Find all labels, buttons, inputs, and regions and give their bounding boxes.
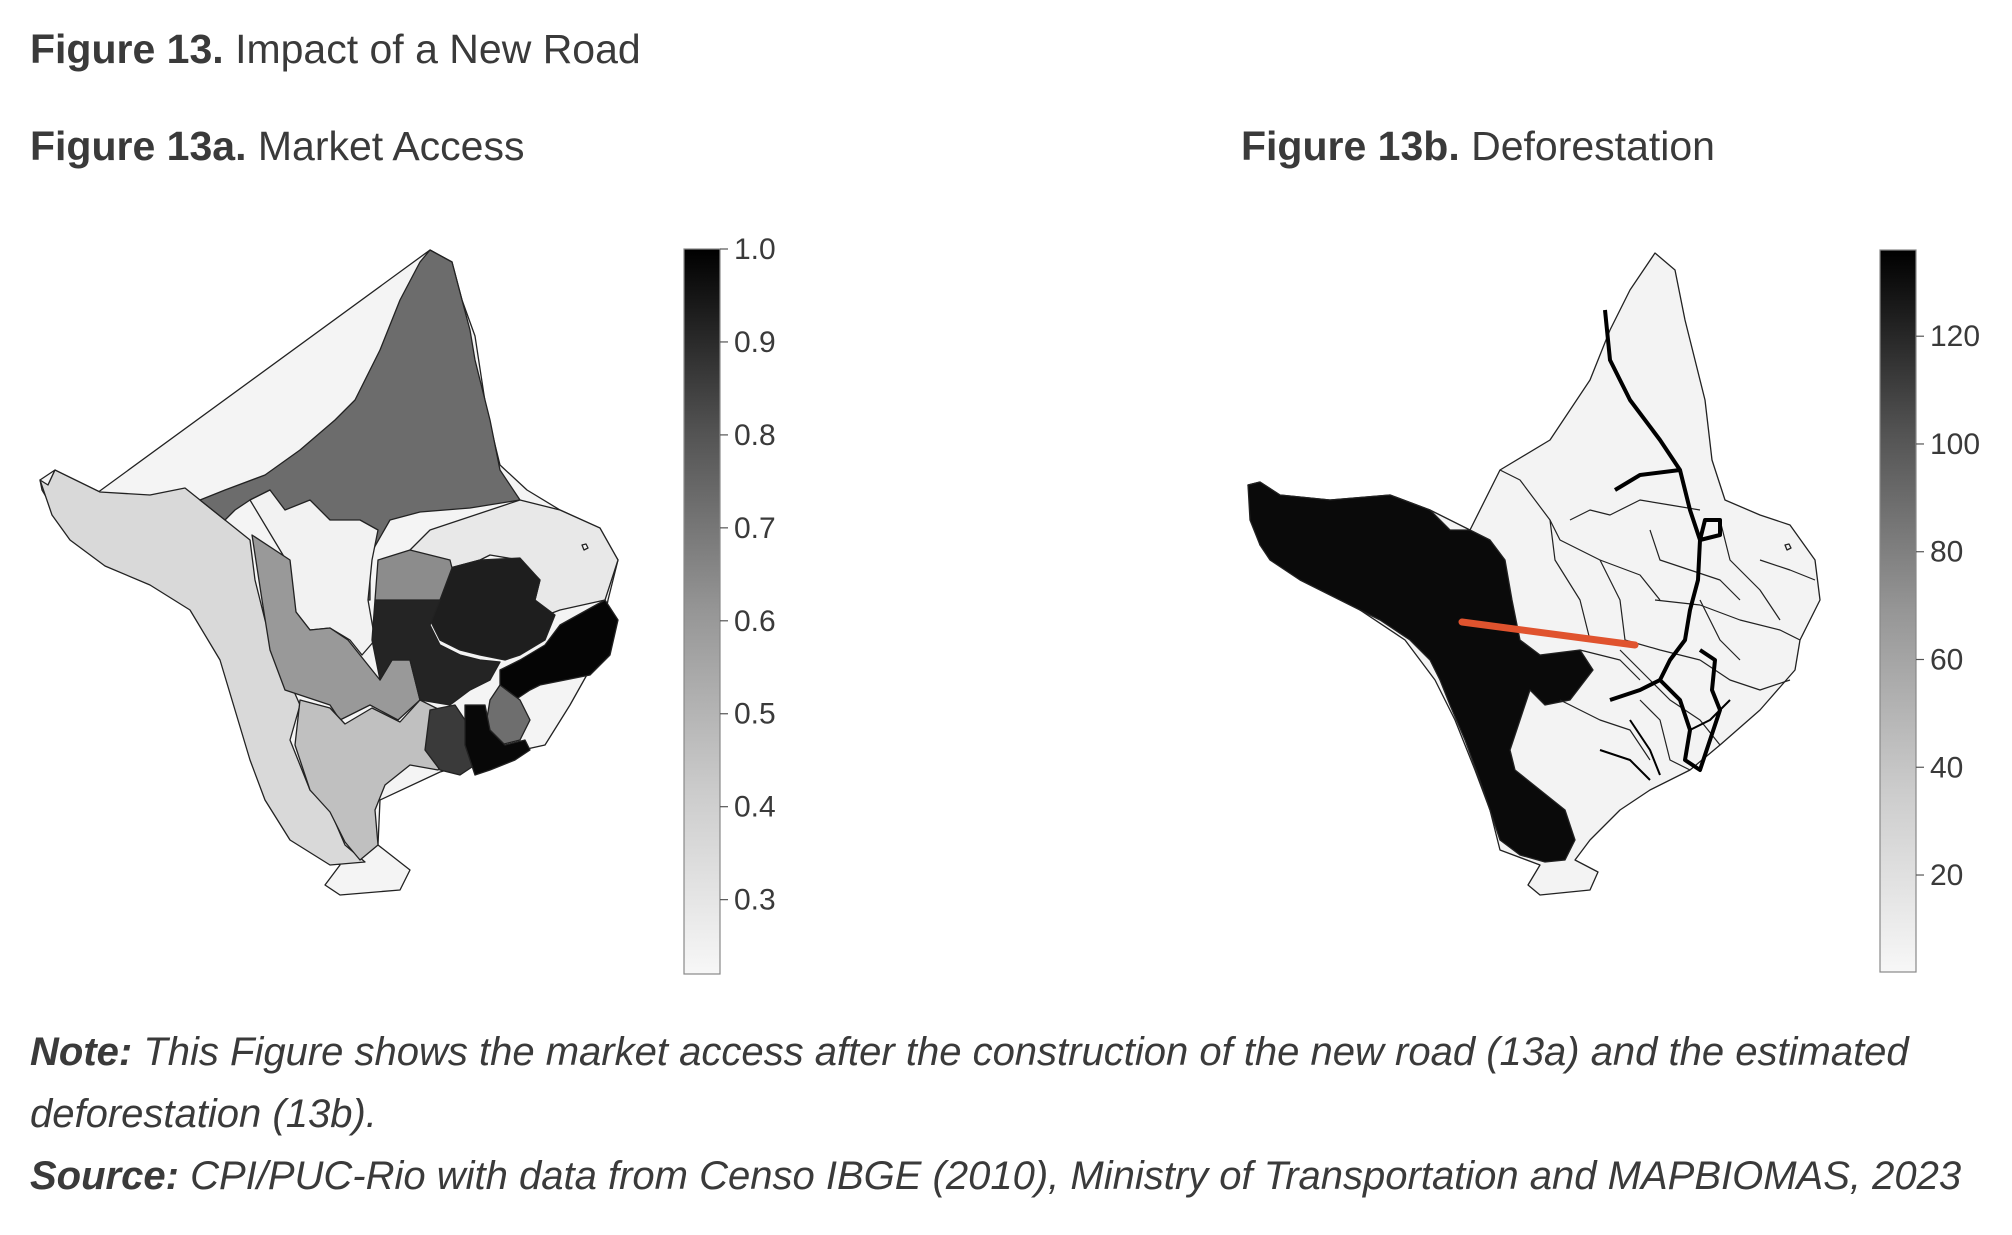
colorbar-a-tick-label: 0.6 bbox=[734, 605, 776, 638]
road-branch-3 bbox=[1609, 678, 1661, 702]
colorbar-b-tick-label: 100 bbox=[1930, 428, 1980, 461]
source-line: Source: CPI/PUC-Rio with data from Censo… bbox=[30, 1154, 1961, 1199]
market-access-map: 0.3 0.4 0.5 0.6 0.7 0.8 0.9 1.0 bbox=[39, 233, 776, 975]
region-black-b bbox=[1247, 481, 1594, 863]
region-black-se bbox=[464, 704, 531, 776]
colorbar-a: 0.3 0.4 0.5 0.6 0.7 0.8 0.9 1.0 bbox=[683, 233, 776, 975]
colorbar-a-ticks: 0.3 0.4 0.5 0.6 0.7 0.8 0.9 1.0 bbox=[720, 233, 776, 917]
figure-title-text: Impact of a New Road bbox=[235, 26, 641, 72]
figure-title: Figure 13. Impact of a New Road bbox=[30, 26, 641, 73]
colorbar-a-tick-label: 0.5 bbox=[734, 698, 776, 731]
source-text: CPI/PUC-Rio with data from Censo IBGE (2… bbox=[190, 1154, 1962, 1198]
colorbar-b-tick-label: 40 bbox=[1930, 751, 1963, 784]
colorbar-b-gradient bbox=[1879, 249, 1917, 973]
island bbox=[581, 543, 589, 551]
new-road-line bbox=[1458, 618, 1639, 649]
region-mid-inner bbox=[374, 549, 453, 601]
road-branch-1 bbox=[1698, 518, 1722, 542]
colorbar-a-tick-label: 0.4 bbox=[734, 791, 776, 824]
note-line-2: deforestation (13b). bbox=[30, 1092, 377, 1137]
note-text-1: This Figure shows the market access afte… bbox=[143, 1030, 1909, 1074]
colorbar-b-tick-label: 60 bbox=[1930, 643, 1963, 676]
island-b bbox=[1784, 543, 1792, 551]
panel-a-number: Figure 13a. bbox=[30, 123, 247, 169]
note-text-2: deforestation (13b). bbox=[30, 1092, 377, 1136]
colorbar-b-tick-label: 20 bbox=[1930, 859, 1963, 892]
colorbar-a-gradient bbox=[683, 248, 721, 975]
note-label: Note: bbox=[30, 1030, 133, 1074]
panel-a-title-text: Market Access bbox=[257, 123, 525, 169]
region-dark-ne bbox=[429, 557, 556, 661]
colorbar-a-tick-label: 1.0 bbox=[734, 233, 776, 266]
road-branch-2 bbox=[1613, 468, 1681, 492]
panel-b-title: Figure 13b. Deforestation bbox=[1241, 123, 1715, 170]
region-dark-center bbox=[371, 599, 501, 706]
figure-number: Figure 13. bbox=[30, 26, 224, 72]
region-mid-east bbox=[484, 684, 531, 746]
region-south bbox=[294, 699, 456, 861]
colorbar-b-tick-label: 80 bbox=[1930, 536, 1963, 569]
colorbar-a-tick-label: 0.9 bbox=[734, 326, 776, 359]
colorbar-a-tick-label: 0.8 bbox=[734, 419, 776, 452]
deforestation-map: 20 40 60 80 100 120 bbox=[1247, 249, 1980, 973]
source-label: Source: bbox=[30, 1154, 179, 1198]
colorbar-a-tick-label: 0.3 bbox=[734, 884, 776, 917]
road-existing bbox=[1603, 309, 1722, 772]
colorbar-b: 20 40 60 80 100 120 bbox=[1879, 249, 1980, 973]
region-black-coast bbox=[499, 599, 619, 701]
colorbar-a-tick-label: 0.7 bbox=[734, 512, 776, 545]
panel-b-title-text: Deforestation bbox=[1471, 123, 1715, 169]
panel-b-number: Figure 13b. bbox=[1241, 123, 1460, 169]
panel-a-title: Figure 13a. Market Access bbox=[30, 123, 524, 170]
colorbar-b-tick-label: 120 bbox=[1930, 320, 1980, 353]
colorbar-b-ticks: 20 40 60 80 100 120 bbox=[1916, 320, 1980, 892]
note-line-1: Note: This Figure shows the market acces… bbox=[30, 1030, 1909, 1075]
